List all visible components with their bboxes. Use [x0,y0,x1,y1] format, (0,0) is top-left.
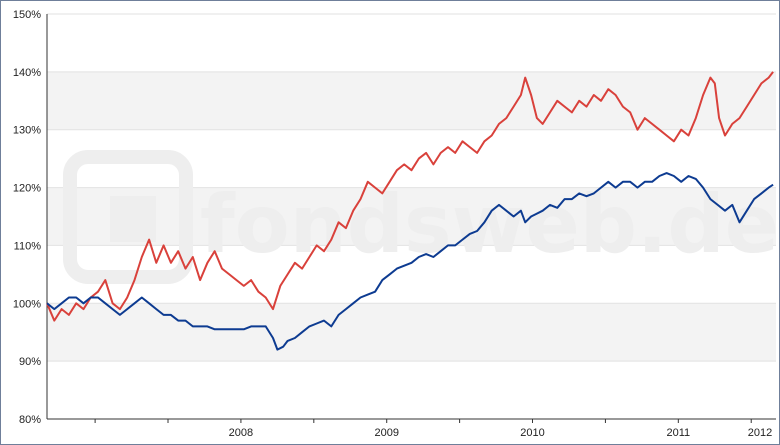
watermark-logo-outer [63,150,193,284]
y-tick-label: 100% [13,298,41,310]
y-tick-label: 130% [13,125,41,137]
x-tick-label: 2009 [374,427,398,439]
x-tick-label: 2011 [666,427,690,439]
grid-band [47,71,776,130]
y-tick-label: 120% [13,183,41,195]
y-tick-label: 110% [14,240,42,252]
x-tick-label: 2012 [748,427,772,439]
watermark-logo-inner [110,196,156,242]
series-line-2 [46,172,774,351]
x-axis-ticks: 2008 2009 2010 2011 2012 [94,419,772,439]
x-tick-label: 2008 [229,427,253,439]
grid-band [47,187,776,246]
y-axis-ticks: 80% 90% 100% 110% 120% 130% 140% 150% [13,9,41,426]
y-tick-label: 150% [13,9,41,21]
y-tick-label: 90% [19,356,41,368]
grid-band [47,303,776,362]
x-tick-label: 2010 [520,427,544,439]
y-tick-label: 140% [13,67,41,79]
watermark: fondsweb.de [63,150,779,284]
watermark-text: fondsweb.de [200,178,779,271]
grid-bands [47,71,776,362]
series-group [46,71,774,351]
series-line-1 [46,71,774,322]
y-tick-label: 80% [19,414,41,426]
